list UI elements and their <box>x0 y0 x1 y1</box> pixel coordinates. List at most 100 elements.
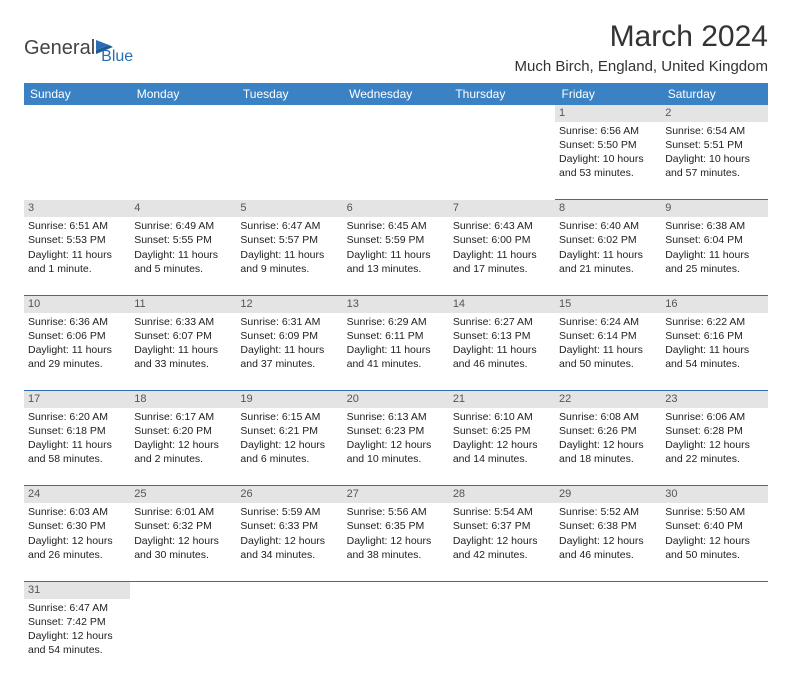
day-cell <box>555 599 661 677</box>
day-number-row: 10111213141516 <box>24 295 768 312</box>
daylight-text: Daylight: 11 hours and 25 minutes. <box>665 248 763 276</box>
day-cell <box>449 122 555 200</box>
logo: General Blue <box>24 30 133 66</box>
sunset-text: Sunset: 5:53 PM <box>28 233 126 247</box>
day-cell: Sunrise: 6:03 AMSunset: 6:30 PMDaylight:… <box>24 503 130 581</box>
day-cell <box>449 599 555 677</box>
sunset-text: Sunset: 6:21 PM <box>240 424 338 438</box>
day-cell <box>24 122 130 200</box>
day-number-cell <box>555 581 661 598</box>
day-number-cell: 20 <box>343 391 449 408</box>
sunrise-text: Sunrise: 5:54 AM <box>453 505 551 519</box>
day-number-cell: 7 <box>449 200 555 217</box>
day-number-cell: 30 <box>661 486 767 503</box>
daylight-text: Daylight: 11 hours and 21 minutes. <box>559 248 657 276</box>
sunrise-text: Sunrise: 6:56 AM <box>559 124 657 138</box>
sunrise-text: Sunrise: 6:33 AM <box>134 315 232 329</box>
sunrise-text: Sunrise: 6:54 AM <box>665 124 763 138</box>
daylight-text: Daylight: 12 hours and 2 minutes. <box>134 438 232 466</box>
day-number-cell: 18 <box>130 391 236 408</box>
day-cell: Sunrise: 6:06 AMSunset: 6:28 PMDaylight:… <box>661 408 767 486</box>
sunset-text: Sunset: 6:20 PM <box>134 424 232 438</box>
week-row: Sunrise: 6:51 AMSunset: 5:53 PM Daylight:… <box>24 217 768 295</box>
day-cell: Sunrise: 6:24 AMSunset: 6:14 PMDaylight:… <box>555 313 661 391</box>
sunrise-text: Sunrise: 6:10 AM <box>453 410 551 424</box>
sunrise-text: Sunrise: 6:08 AM <box>559 410 657 424</box>
day-cell: Sunrise: 5:52 AMSunset: 6:38 PMDaylight:… <box>555 503 661 581</box>
page-header: General Blue March 2024 Much Birch, Engl… <box>24 20 768 75</box>
day-cell: Sunrise: 6:01 AMSunset: 6:32 PMDaylight:… <box>130 503 236 581</box>
day-number-cell: 29 <box>555 486 661 503</box>
month-title: March 2024 <box>515 20 768 54</box>
day-cell <box>343 122 449 200</box>
day-cell: Sunrise: 6:29 AMSunset: 6:11 PMDaylight:… <box>343 313 449 391</box>
sunset-text: Sunset: 6:32 PM <box>134 519 232 533</box>
daylight-text: Daylight: 11 hours and 33 minutes. <box>134 343 232 371</box>
day-cell: Sunrise: 6:51 AMSunset: 5:53 PMDaylight:… <box>24 217 130 295</box>
sunset-text: Sunset: 5:59 PM <box>347 233 445 247</box>
daylight-text: Daylight: 11 hours and 37 minutes. <box>240 343 338 371</box>
day-number-cell: 19 <box>236 391 342 408</box>
daylight-text: Daylight: 12 hours and 50 minutes. <box>665 534 763 562</box>
sunrise-text: Sunrise: 6:22 AM <box>665 315 763 329</box>
daylight-text: Daylight: 11 hours and 46 minutes. <box>453 343 551 371</box>
daylight-text: Daylight: 12 hours and 26 minutes. <box>28 534 126 562</box>
sunrise-text: Sunrise: 6:38 AM <box>665 219 763 233</box>
sunset-text: Sunset: 6:25 PM <box>453 424 551 438</box>
daylight-text: Daylight: 12 hours and 54 minutes. <box>28 629 126 657</box>
day-cell: Sunrise: 6:27 AMSunset: 6:13 PMDaylight:… <box>449 313 555 391</box>
sunset-text: Sunset: 5:57 PM <box>240 233 338 247</box>
weekday-header: Friday <box>555 83 661 105</box>
sunrise-text: Sunrise: 6:20 AM <box>28 410 126 424</box>
day-number-cell: 10 <box>24 295 130 312</box>
day-cell: Sunrise: 6:10 AMSunset: 6:25 PMDaylight:… <box>449 408 555 486</box>
sunrise-text: Sunrise: 6:47 AM <box>240 219 338 233</box>
sunrise-text: Sunrise: 6:13 AM <box>347 410 445 424</box>
sunrise-text: Sunrise: 6:06 AM <box>665 410 763 424</box>
day-number-cell: 31 <box>24 581 130 598</box>
day-number-cell: 5 <box>236 200 342 217</box>
day-cell: Sunrise: 6:20 AMSunset: 6:18 PMDaylight:… <box>24 408 130 486</box>
day-number-cell: 17 <box>24 391 130 408</box>
sunset-text: Sunset: 6:28 PM <box>665 424 763 438</box>
daylight-text: Daylight: 12 hours and 38 minutes. <box>347 534 445 562</box>
daylight-text: Daylight: 12 hours and 34 minutes. <box>240 534 338 562</box>
day-number-cell: 3 <box>24 200 130 217</box>
title-block: March 2024 Much Birch, England, United K… <box>515 20 768 75</box>
day-number-cell <box>449 105 555 122</box>
sunset-text: Sunset: 6:40 PM <box>665 519 763 533</box>
daylight-text: Daylight: 12 hours and 10 minutes. <box>347 438 445 466</box>
day-number-cell: 16 <box>661 295 767 312</box>
sunset-text: Sunset: 6:30 PM <box>28 519 126 533</box>
day-cell: Sunrise: 5:56 AMSunset: 6:35 PMDaylight:… <box>343 503 449 581</box>
sunrise-text: Sunrise: 6:15 AM <box>240 410 338 424</box>
day-cell: Sunrise: 6:43 AMSunset: 6:00 PMDaylight:… <box>449 217 555 295</box>
sunrise-text: Sunrise: 6:51 AM <box>28 219 126 233</box>
daylight-text: Daylight: 11 hours and 17 minutes. <box>453 248 551 276</box>
daylight-text: Daylight: 12 hours and 14 minutes. <box>453 438 551 466</box>
sunset-text: Sunset: 7:42 PM <box>28 615 126 629</box>
calendar-table: Sunday Monday Tuesday Wednesday Thursday… <box>24 83 768 677</box>
sunrise-text: Sunrise: 6:49 AM <box>134 219 232 233</box>
week-row: Sunrise: 6:47 AMSunset: 7:42 PMDaylight:… <box>24 599 768 677</box>
sunrise-text: Sunrise: 6:03 AM <box>28 505 126 519</box>
day-cell: Sunrise: 6:47 AMSunset: 7:42 PMDaylight:… <box>24 599 130 677</box>
sunset-text: Sunset: 6:35 PM <box>347 519 445 533</box>
daylight-text: Daylight: 12 hours and 18 minutes. <box>559 438 657 466</box>
sunrise-text: Sunrise: 6:47 AM <box>28 601 126 615</box>
sunrise-text: Sunrise: 5:52 AM <box>559 505 657 519</box>
sunset-text: Sunset: 5:51 PM <box>665 138 763 152</box>
sunset-text: Sunset: 6:13 PM <box>453 329 551 343</box>
day-number-cell <box>130 581 236 598</box>
daylight-text: Daylight: 12 hours and 30 minutes. <box>134 534 232 562</box>
day-number-cell: 28 <box>449 486 555 503</box>
daylight-text: Daylight: 10 hours and 57 minutes. <box>665 152 763 180</box>
day-number-cell: 12 <box>236 295 342 312</box>
day-cell: Sunrise: 6:40 AMSunset: 6:02 PMDaylight:… <box>555 217 661 295</box>
day-cell: Sunrise: 6:56 AMSunset: 5:50 PMDaylight:… <box>555 122 661 200</box>
sunset-text: Sunset: 6:06 PM <box>28 329 126 343</box>
daylight-text: Daylight: 11 hours and 9 minutes. <box>240 248 338 276</box>
day-cell <box>661 599 767 677</box>
day-number-cell <box>236 581 342 598</box>
day-cell: Sunrise: 6:31 AMSunset: 6:09 PMDaylight:… <box>236 313 342 391</box>
